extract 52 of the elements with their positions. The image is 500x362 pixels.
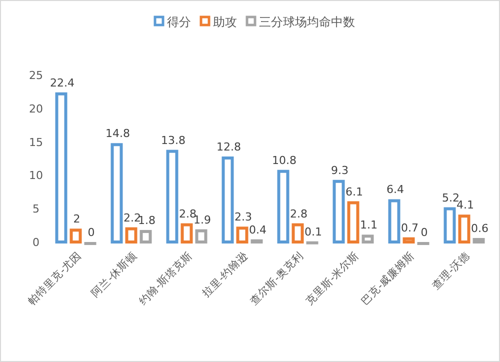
data-label: 9.3 (331, 164, 348, 177)
data-label: 2 (73, 212, 80, 226)
bar (236, 226, 248, 244)
data-label: 12.8 (216, 140, 241, 154)
bar (70, 228, 82, 244)
data-label: 0 (88, 226, 95, 239)
y-tick-label: 5 (32, 202, 40, 216)
bar (332, 180, 345, 244)
x-tick-label: 帕特里克-尤因 (25, 248, 84, 308)
bar (277, 170, 290, 244)
data-label: 0.7 (401, 221, 418, 234)
legend-label: 得分 (167, 15, 191, 29)
data-label: 14.8 (106, 127, 130, 140)
bar (110, 143, 123, 244)
data-label: 0.1 (304, 225, 322, 238)
y-tick-label: 0 (32, 236, 40, 249)
bar (180, 223, 193, 244)
bar (222, 156, 234, 244)
bar (140, 230, 152, 244)
x-tick-label: 查理-沃德 (429, 248, 472, 292)
data-label: 2.8 (179, 207, 196, 220)
data-label: 6.4 (386, 183, 404, 196)
y-tick-label: 10 (29, 169, 43, 182)
data-label: 13.8 (161, 134, 186, 147)
bar (55, 92, 68, 244)
data-label: 2.8 (290, 207, 308, 220)
bar (347, 201, 360, 244)
data-label: 0 (420, 226, 428, 239)
data-label: 10.8 (272, 154, 296, 167)
legend-label: 三分球场均命中数 (259, 15, 355, 29)
data-label: 5.2 (442, 191, 460, 204)
data-label: 1.1 (360, 218, 378, 232)
data-label: 6.1 (346, 185, 363, 198)
data-label: 0.6 (471, 222, 488, 235)
bar (388, 199, 400, 244)
bar (472, 238, 485, 244)
y-tick-label: 15 (29, 136, 43, 149)
data-label: 4.1 (456, 198, 474, 212)
bar (458, 214, 470, 244)
bar (444, 207, 456, 244)
bar (362, 234, 374, 244)
data-label: 2.3 (234, 210, 252, 224)
legend-label: 助攻 (213, 15, 237, 29)
data-label: 0.4 (249, 223, 266, 236)
bar (195, 229, 208, 244)
bar (166, 150, 178, 244)
bar (402, 237, 415, 244)
y-tick-label: 20 (29, 102, 43, 116)
bar (292, 223, 304, 244)
y-tick-label: 25 (29, 69, 43, 82)
data-label: 22.4 (50, 76, 74, 90)
bar (125, 227, 138, 244)
